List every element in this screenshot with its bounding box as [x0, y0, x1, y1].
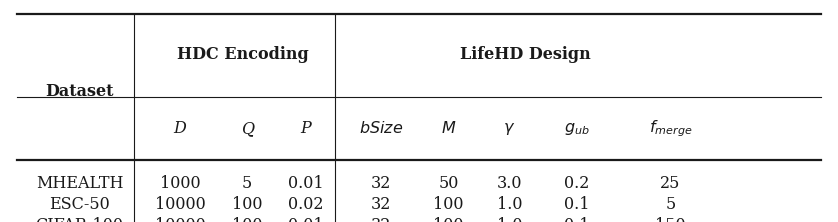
Text: 0.1: 0.1: [564, 218, 589, 222]
Text: $f_{merge}$: $f_{merge}$: [649, 119, 692, 139]
Text: 1.0: 1.0: [497, 196, 522, 213]
Text: 32: 32: [371, 175, 391, 192]
Text: 0.2: 0.2: [564, 175, 589, 192]
Text: 100: 100: [232, 196, 262, 213]
Text: 150: 150: [655, 218, 685, 222]
Text: D: D: [173, 120, 187, 137]
Text: Q: Q: [241, 120, 254, 137]
Text: MHEALTH: MHEALTH: [36, 175, 123, 192]
Text: 0.02: 0.02: [288, 196, 323, 213]
Text: $bSize$: $bSize$: [360, 120, 403, 137]
Text: 10000: 10000: [155, 196, 205, 213]
Text: ESC-50: ESC-50: [49, 196, 110, 213]
Text: 100: 100: [433, 196, 463, 213]
Text: 5: 5: [665, 196, 675, 213]
Text: $g_{ub}$: $g_{ub}$: [564, 120, 589, 137]
Text: 50: 50: [438, 175, 458, 192]
Text: HDC Encoding: HDC Encoding: [177, 46, 309, 63]
Text: CIFAR-100: CIFAR-100: [35, 218, 124, 222]
Text: 1000: 1000: [160, 175, 200, 192]
Text: 32: 32: [371, 196, 391, 213]
Text: 32: 32: [371, 218, 391, 222]
Text: 3.0: 3.0: [497, 175, 522, 192]
Text: 0.1: 0.1: [564, 196, 589, 213]
Text: $\gamma$: $\gamma$: [504, 120, 515, 137]
Text: 5: 5: [242, 175, 252, 192]
Text: 100: 100: [433, 218, 463, 222]
Text: 25: 25: [660, 175, 680, 192]
Text: 0.01: 0.01: [288, 218, 323, 222]
Text: 0.01: 0.01: [288, 175, 323, 192]
Text: LifeHD Design: LifeHD Design: [460, 46, 592, 63]
Text: 100: 100: [232, 218, 262, 222]
Text: 10000: 10000: [155, 218, 205, 222]
Text: 1.0: 1.0: [497, 218, 522, 222]
Text: Dataset: Dataset: [45, 83, 114, 100]
Text: P: P: [301, 120, 311, 137]
Text: $M$: $M$: [441, 120, 456, 137]
